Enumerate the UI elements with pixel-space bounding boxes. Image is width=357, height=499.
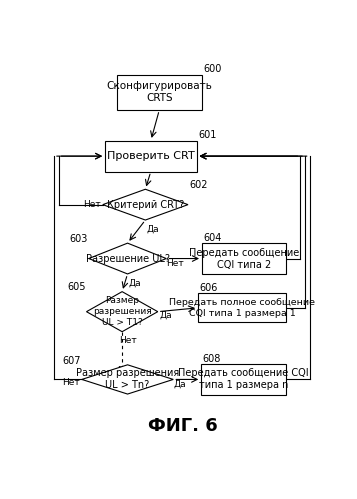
Text: 606: 606 bbox=[200, 283, 218, 293]
Text: 600: 600 bbox=[203, 64, 222, 74]
Text: 604: 604 bbox=[203, 233, 222, 243]
Text: Да: Да bbox=[174, 380, 187, 389]
Text: Нет: Нет bbox=[83, 200, 101, 209]
Text: Размер разрешения
UL > Tn?: Размер разрешения UL > Tn? bbox=[76, 368, 179, 390]
Polygon shape bbox=[86, 291, 158, 332]
Text: Сконфигурировать
CRTS: Сконфигурировать CRTS bbox=[106, 81, 212, 103]
Text: Критерий CRT?: Критерий CRT? bbox=[107, 200, 184, 210]
FancyBboxPatch shape bbox=[198, 293, 286, 322]
FancyBboxPatch shape bbox=[201, 364, 286, 395]
Text: Передать сообщение CQI
типа 1 размера n: Передать сообщение CQI типа 1 размера n bbox=[178, 368, 309, 390]
Text: 603: 603 bbox=[70, 234, 88, 244]
FancyBboxPatch shape bbox=[117, 74, 202, 110]
Text: 601: 601 bbox=[198, 130, 216, 140]
Text: Да: Да bbox=[128, 278, 141, 288]
Text: Нет: Нет bbox=[119, 336, 136, 345]
Text: Размер
разрешения
UL > T1?: Размер разрешения UL > T1? bbox=[93, 296, 151, 327]
Text: 608: 608 bbox=[203, 354, 221, 364]
Text: ФИГ. 6: ФИГ. 6 bbox=[148, 417, 218, 435]
Text: Да: Да bbox=[159, 311, 172, 320]
Text: Передать полное сообщение
CQI типа 1 размера 1: Передать полное сообщение CQI типа 1 раз… bbox=[169, 298, 315, 318]
Polygon shape bbox=[82, 365, 173, 394]
Text: 607: 607 bbox=[62, 356, 81, 366]
Text: 602: 602 bbox=[190, 180, 208, 190]
Text: Разрешение UL?: Разрешение UL? bbox=[86, 253, 170, 263]
Text: Нет: Нет bbox=[62, 378, 80, 387]
Text: Проверить CRT: Проверить CRT bbox=[107, 151, 195, 161]
Polygon shape bbox=[89, 243, 166, 274]
FancyBboxPatch shape bbox=[105, 141, 196, 172]
Text: 605: 605 bbox=[67, 282, 86, 292]
Text: Нет: Нет bbox=[166, 259, 184, 268]
Text: Да: Да bbox=[146, 225, 159, 234]
Text: Передать сообщение
CQI типа 2: Передать сообщение CQI типа 2 bbox=[189, 248, 299, 269]
FancyBboxPatch shape bbox=[202, 243, 286, 274]
Polygon shape bbox=[103, 189, 188, 220]
